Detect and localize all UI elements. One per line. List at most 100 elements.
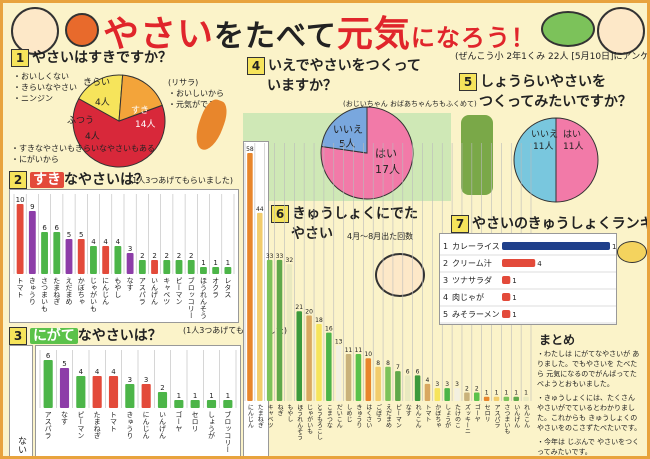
q2-label-16: オクラ — [212, 277, 220, 298]
q5-pie-slice-0 — [555, 117, 599, 203]
q6-label-22: ズッキーニ — [463, 403, 470, 434]
q6-label-3: ねぎ — [276, 404, 283, 416]
q7-title: 7やさいのきゅうしょくランキング — [451, 213, 647, 233]
q2-bar-17 — [224, 267, 232, 274]
q6-bar-8 — [326, 332, 332, 401]
summary-line-3: ・今年は じぶんで やさいをつくってみたいです。 — [537, 438, 640, 456]
q4-pie-chart — [320, 106, 414, 200]
q6-label-25: アスパラ — [493, 404, 500, 428]
q2-label-10: アスパラ — [138, 277, 146, 305]
q3-bar-1 — [59, 368, 70, 408]
q6-label-18: トマト — [424, 404, 431, 422]
q2-label-3: たまねぎ — [53, 277, 61, 305]
q1-label-futsuu: ふつう — [67, 116, 95, 126]
q3-value-7: 2 — [160, 384, 164, 392]
q6-value-9: 13 — [335, 338, 343, 345]
q6-value-11: 11 — [355, 347, 363, 354]
q6-bar-11 — [355, 353, 362, 401]
q1-label-suki: すき — [131, 106, 150, 116]
survey-note: (ぜんこう小 2年1くみ 22人 [5月10日]にアンケートしました) — [455, 52, 650, 62]
q2-label-12: キャベツ — [163, 277, 171, 305]
q2-label-2: さつまいも — [41, 277, 49, 312]
q6-value-8: 16 — [325, 326, 333, 333]
q6-label-4: もやし — [286, 404, 293, 422]
q1-count-kirai: 4人 — [95, 98, 110, 108]
q3-bar-8 — [174, 400, 184, 408]
q3-label-3: たまねぎ — [93, 411, 101, 439]
q4-note: (おじいちゃん おばあちゃんちもふくめて) — [343, 100, 477, 108]
q2-label-11: いんげん — [151, 277, 159, 305]
q6-bar-4 — [286, 264, 293, 401]
q6-value-28: 1 — [524, 390, 528, 397]
q6-bar-21 — [454, 388, 460, 401]
q2-value-8: 4 — [116, 238, 121, 246]
q3-label-7: いんげん — [159, 411, 167, 439]
q6-bar-23 — [473, 392, 480, 401]
q6-bar-0 — [247, 153, 253, 401]
q3-title: 3 にがて なやさいは？ — [9, 325, 162, 345]
child-face-right-drawing — [597, 7, 645, 55]
q2-value-9: 3 — [128, 245, 132, 253]
q6-label-16: なす — [404, 404, 411, 416]
q2-value-11: 2 — [152, 252, 156, 260]
q6-bar-1 — [257, 212, 263, 401]
q6-label-0: にんじん — [246, 404, 253, 428]
q5-count-hai: 11人 — [563, 142, 584, 152]
q2-bar-13 — [175, 260, 183, 274]
q3-none-column: ない — [9, 345, 33, 456]
q3-value-10: 1 — [209, 392, 213, 400]
q6-value-23: 2 — [475, 385, 479, 392]
q3-value-11: 1 — [226, 392, 230, 400]
q7-label-1: クリーム汁 — [452, 258, 492, 268]
q3-bar-3 — [92, 376, 102, 408]
q6-value-16: 6 — [406, 368, 410, 375]
q6-bar-19 — [434, 388, 441, 401]
q3-label-6: にんじん — [142, 411, 150, 439]
q3-label-2: ピーマン — [77, 411, 85, 439]
q6-value-1: 44 — [256, 206, 264, 213]
q7-label-0: カレーライス — [452, 242, 500, 251]
q6-bar-13 — [375, 366, 381, 401]
q2-bar-2 — [41, 232, 48, 274]
q2-bar-15 — [200, 267, 207, 274]
q1-title: 1 やさいはすきですか？ — [11, 47, 172, 67]
salad-bowl-drawing — [541, 11, 595, 47]
q6-value-17: 6 — [416, 368, 420, 375]
q6-bar-15 — [395, 371, 401, 401]
q3-bar-0 — [43, 360, 53, 408]
q2-label-0: トマト — [16, 277, 24, 298]
q6-value-5: 21 — [295, 304, 303, 311]
q6-bar-25 — [493, 396, 500, 401]
curry-plate-drawing — [617, 241, 647, 263]
q2-bar-7 — [102, 246, 110, 274]
q2-label-15: ほうれんそう — [199, 277, 207, 319]
q6-label-15: ピーマン — [394, 404, 401, 428]
q6-value-15: 7 — [396, 364, 400, 371]
q4-label-iie: いいえ — [333, 125, 363, 136]
q7-bar-2 — [502, 276, 511, 284]
q2-value-5: 5 — [79, 231, 83, 239]
q3-label-8: ゴーヤ — [175, 410, 183, 432]
q3-bar-5 — [125, 384, 135, 408]
summary-line-1: ・わたしは にがてなやさいが ありました。でもやさいを たべたら 元気になるので… — [537, 350, 640, 388]
q3-bar-6 — [141, 384, 151, 408]
q2-label-14: ブロッコリー — [187, 276, 195, 319]
q6-value-19: 3 — [435, 381, 439, 388]
q2-value-12: 2 — [165, 252, 169, 260]
q6-bar-6 — [306, 315, 312, 401]
q2-label-9: なす — [126, 277, 134, 291]
q6-label-26: さつまいも — [503, 404, 510, 434]
q6-label-10: しめじ — [345, 404, 352, 422]
q6-label-17: れんこん — [414, 404, 421, 428]
q3-value-9: 1 — [193, 392, 197, 400]
q6-bar-18 — [424, 383, 431, 401]
q2-value-17: 1 — [226, 259, 230, 267]
q3-bar-chart: 6 アスパラ 5 なす 4 ピーマン 4 たまねぎ 4 トマト 3 きゅうり 3 にんじん 2 いんげん 1 ゴー… — [39, 350, 237, 453]
q6-label-7: とうもろこし — [315, 404, 322, 440]
q3-bar-2 — [76, 376, 86, 408]
q3-bar-7 — [157, 392, 168, 408]
q3-label-9: セロリ — [191, 411, 199, 432]
q6-label-14: えだまめ — [385, 404, 392, 428]
q2-label-6: じゃがいも — [89, 277, 97, 312]
q3-value-4: 4 — [111, 368, 116, 376]
